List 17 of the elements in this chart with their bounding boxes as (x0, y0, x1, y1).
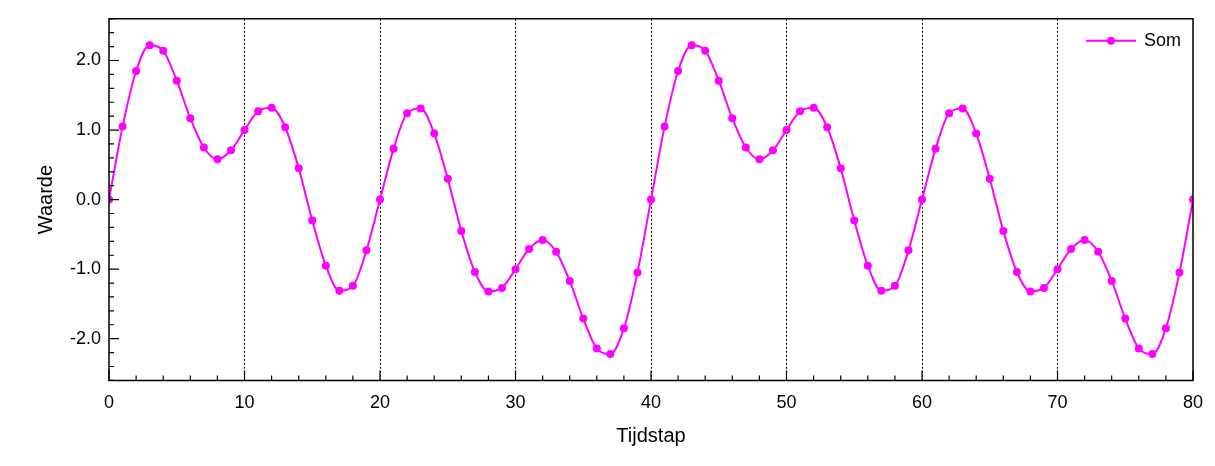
y-tick-label: 2.0 (75, 49, 102, 70)
y-tick-label: -2.0 (69, 327, 102, 348)
x-tick-label: 20 (370, 392, 391, 413)
y-tick-label: 1.0 (75, 119, 102, 140)
y-tick-label: 0.0 (75, 188, 102, 209)
y-axis-title: Waarde (33, 164, 56, 235)
y-tick-label: -1.0 (69, 258, 102, 279)
legend-label: Som (1143, 29, 1181, 50)
x-tick-label: 50 (776, 392, 797, 413)
x-tick-label: 60 (911, 392, 933, 413)
x-tick-label: 30 (505, 392, 526, 413)
x-tick-label: 80 (1182, 392, 1204, 413)
x-tick-label: 10 (234, 392, 255, 413)
x-axis-title: Tijdstap (616, 423, 686, 446)
x-tick-label: 0 (104, 392, 115, 413)
x-tick-label: 40 (640, 392, 662, 413)
x-tick-label: 70 (1047, 392, 1068, 413)
